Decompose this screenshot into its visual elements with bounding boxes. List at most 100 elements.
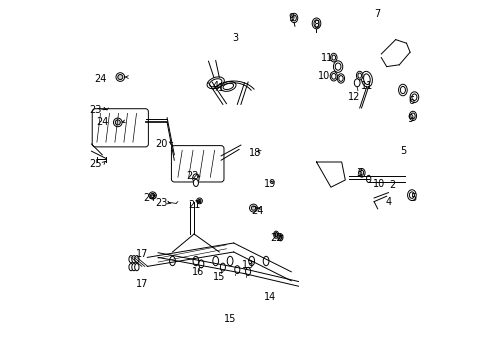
Ellipse shape	[337, 74, 344, 83]
Ellipse shape	[199, 260, 203, 268]
Text: 20: 20	[155, 139, 167, 149]
Ellipse shape	[234, 266, 239, 274]
Ellipse shape	[366, 175, 370, 183]
Ellipse shape	[263, 256, 268, 266]
Ellipse shape	[193, 179, 198, 186]
Ellipse shape	[116, 73, 124, 81]
Text: 12: 12	[347, 92, 360, 102]
Ellipse shape	[274, 233, 277, 237]
Ellipse shape	[212, 256, 218, 266]
Ellipse shape	[290, 13, 297, 23]
Ellipse shape	[129, 256, 133, 263]
Text: 16: 16	[191, 267, 203, 277]
Text: 24: 24	[142, 193, 155, 203]
Circle shape	[198, 199, 201, 202]
FancyBboxPatch shape	[92, 109, 148, 147]
Ellipse shape	[113, 118, 122, 127]
Ellipse shape	[410, 113, 414, 119]
Text: 10: 10	[373, 179, 385, 189]
Text: 10: 10	[317, 71, 329, 81]
Ellipse shape	[361, 71, 372, 87]
Ellipse shape	[329, 72, 337, 81]
Ellipse shape	[358, 168, 365, 177]
Text: 13: 13	[242, 260, 254, 270]
Ellipse shape	[354, 79, 359, 87]
Ellipse shape	[273, 231, 278, 238]
Ellipse shape	[333, 61, 342, 72]
Ellipse shape	[227, 256, 232, 266]
Ellipse shape	[291, 15, 296, 21]
Circle shape	[196, 198, 202, 204]
Ellipse shape	[129, 264, 133, 271]
Ellipse shape	[132, 256, 136, 263]
Ellipse shape	[220, 81, 236, 91]
Ellipse shape	[338, 76, 343, 81]
Text: 21: 21	[187, 200, 200, 210]
Text: 22: 22	[185, 171, 198, 181]
Text: 15: 15	[213, 272, 225, 282]
Ellipse shape	[311, 18, 320, 29]
Text: 11: 11	[321, 53, 333, 63]
Text: 22: 22	[270, 233, 283, 243]
Text: 9: 9	[287, 13, 294, 23]
Ellipse shape	[277, 234, 283, 241]
Text: 1: 1	[218, 83, 224, 93]
Ellipse shape	[169, 256, 175, 266]
Text: 18: 18	[249, 148, 261, 158]
Text: 25: 25	[89, 159, 101, 169]
Ellipse shape	[279, 235, 282, 239]
Text: 17: 17	[136, 279, 148, 289]
Ellipse shape	[251, 206, 255, 210]
Ellipse shape	[331, 73, 335, 79]
Text: 24: 24	[250, 206, 263, 216]
Ellipse shape	[335, 63, 340, 70]
Text: 23: 23	[155, 198, 167, 208]
Ellipse shape	[206, 77, 224, 89]
Ellipse shape	[407, 190, 415, 201]
Ellipse shape	[356, 71, 362, 80]
Ellipse shape	[150, 193, 155, 198]
Text: 8: 8	[313, 20, 319, 30]
Ellipse shape	[408, 192, 413, 198]
Ellipse shape	[408, 111, 416, 121]
Ellipse shape	[134, 256, 139, 263]
Ellipse shape	[359, 170, 363, 175]
Ellipse shape	[192, 174, 199, 183]
Ellipse shape	[249, 204, 257, 212]
Text: 4: 4	[385, 197, 391, 207]
Text: 24: 24	[96, 117, 108, 127]
Ellipse shape	[357, 73, 361, 78]
Text: 19: 19	[263, 179, 275, 189]
Text: 11: 11	[360, 81, 372, 91]
Ellipse shape	[132, 264, 136, 271]
Text: 3: 3	[356, 168, 362, 178]
Ellipse shape	[411, 94, 416, 100]
Ellipse shape	[245, 267, 250, 275]
Text: 5: 5	[399, 146, 405, 156]
FancyBboxPatch shape	[171, 146, 224, 182]
Ellipse shape	[248, 256, 254, 266]
Ellipse shape	[220, 263, 225, 271]
Text: 24: 24	[94, 74, 106, 84]
Ellipse shape	[134, 264, 139, 271]
Ellipse shape	[313, 20, 318, 27]
Ellipse shape	[330, 53, 336, 62]
Ellipse shape	[409, 92, 418, 103]
Ellipse shape	[331, 55, 335, 60]
Text: 9: 9	[406, 114, 412, 124]
Ellipse shape	[115, 120, 120, 125]
Text: 14: 14	[263, 292, 275, 302]
Ellipse shape	[363, 74, 369, 85]
Text: 2: 2	[388, 180, 394, 190]
Text: 6: 6	[408, 96, 414, 106]
Text: 5: 5	[410, 193, 416, 203]
Text: 7: 7	[374, 9, 380, 19]
Text: 4: 4	[212, 81, 218, 91]
Ellipse shape	[398, 84, 407, 96]
Ellipse shape	[209, 79, 222, 87]
Ellipse shape	[193, 256, 199, 266]
Text: 3: 3	[232, 33, 238, 43]
Ellipse shape	[400, 86, 405, 94]
Text: 17: 17	[136, 249, 148, 259]
Ellipse shape	[149, 192, 156, 199]
